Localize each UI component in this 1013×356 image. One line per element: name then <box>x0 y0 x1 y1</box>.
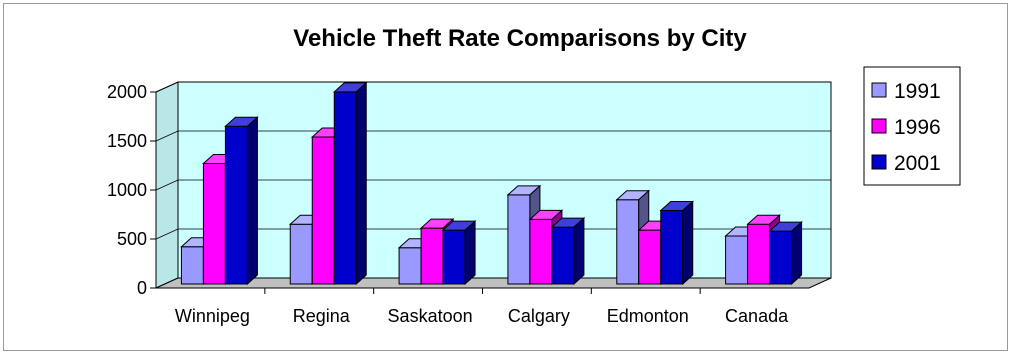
bar-2001-saskatoon <box>441 219 477 286</box>
bar-front <box>180 246 204 285</box>
bar-side <box>355 81 367 286</box>
gridline <box>155 228 831 240</box>
bar-front <box>660 210 684 285</box>
bar-2001-calgary <box>550 217 586 286</box>
legend-label: 2001 <box>894 152 941 175</box>
bar-front <box>747 223 771 285</box>
bar-side <box>682 200 694 286</box>
bar-2001-canada <box>768 220 803 286</box>
bar-front <box>224 125 248 285</box>
legend-label: 1996 <box>894 116 941 139</box>
legend-label: 1991 <box>894 80 941 103</box>
bar-front <box>398 247 422 285</box>
legend-swatch <box>871 82 887 98</box>
gridline <box>155 81 831 93</box>
bar-2001-regina <box>332 81 368 286</box>
x-tick-label: Saskatoon <box>388 306 473 326</box>
y-tick-label: 0 <box>137 278 147 298</box>
bar-front <box>420 227 444 285</box>
x-tick-label: Winnipeg <box>175 306 250 326</box>
bar-front <box>769 230 793 285</box>
chart-frame: Vehicle Theft Rate Comparisons by City 0… <box>3 3 1008 351</box>
legend: 1991 1996 2001 <box>863 66 961 186</box>
bar-side <box>573 217 585 286</box>
bar-front <box>311 136 335 285</box>
legend-swatch <box>871 118 887 134</box>
bar-front <box>638 229 662 285</box>
bar-side <box>464 219 476 286</box>
chart-canvas: Vehicle Theft Rate Comparisons by City 0… <box>107 25 961 326</box>
bar-side <box>246 116 258 286</box>
gridline <box>155 130 831 142</box>
chart-title: Vehicle Theft Rate Comparisons by City <box>293 25 747 52</box>
bar-side <box>791 220 803 286</box>
bar-front <box>725 235 749 285</box>
x-tick-label: Canada <box>725 306 789 326</box>
bar-front <box>333 91 357 285</box>
bar-2001-winnipeg <box>224 116 259 286</box>
y-tick-label: 500 <box>117 229 147 249</box>
bar-front <box>289 223 313 285</box>
bar-2001-edmonton <box>659 200 695 286</box>
bar-front <box>202 162 226 285</box>
legend-swatch <box>871 154 887 170</box>
bar-front <box>507 194 531 285</box>
y-tick-label: 1500 <box>107 131 147 151</box>
bar-front <box>551 226 575 285</box>
y-tick-label: 1000 <box>107 180 147 200</box>
y-tick-label: 2000 <box>107 82 147 102</box>
x-tick-label: Edmonton <box>607 306 689 326</box>
bar-front <box>616 199 640 285</box>
bar-front <box>529 218 553 285</box>
gridline <box>155 179 831 191</box>
plot-area: 0 500 1000 1500 2000 Winnipeg Regina Saskatoon C… <box>107 81 832 326</box>
x-tick-label: Calgary <box>508 306 570 326</box>
x-tick-label: Regina <box>293 306 351 326</box>
bar-front <box>442 229 466 285</box>
